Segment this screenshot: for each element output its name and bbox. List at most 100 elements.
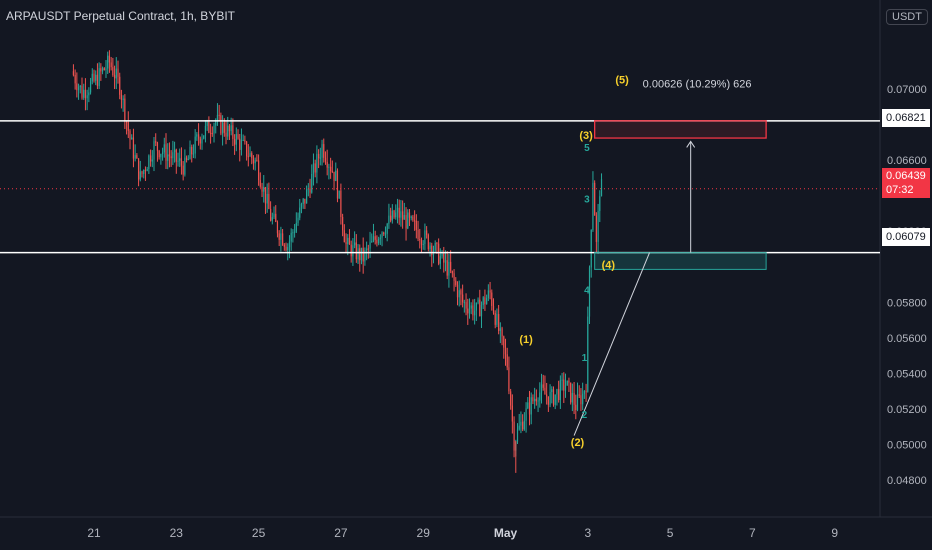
candle-body [201,138,203,144]
wave-label: (3) [579,130,593,142]
candle-body [496,314,498,325]
price-tick-label: 0.05000 [887,439,927,451]
candle-body [518,425,520,430]
candle-body [245,141,248,157]
candle-body [528,402,531,415]
candle-body [426,230,428,235]
candle-body [209,132,212,134]
candle-body [335,170,337,182]
candle-body [333,171,335,182]
candle-body [381,232,383,238]
candle-body [132,137,135,159]
candle-body [309,188,311,193]
candle-body [355,242,357,260]
candle-body [525,408,527,421]
candle-body [558,389,560,400]
candle-body [359,248,361,261]
candle-body [249,153,251,157]
candle-body [582,393,584,405]
candle-body [98,68,100,87]
candle-body [371,240,373,243]
candle-body [391,210,393,221]
candle-body [379,237,381,239]
candle-body [532,397,534,402]
candle-body [384,233,387,235]
candle-body [594,182,596,216]
candle-body [220,115,222,134]
candle-body [436,243,438,245]
candle-body [503,336,505,348]
candle-body [376,239,378,244]
candle-body [383,232,385,234]
candle-body [295,223,297,232]
candle-body [101,68,104,72]
candle-body [287,247,289,251]
candle-body [235,134,237,145]
candle-body [259,180,261,187]
candle-body [542,384,544,388]
candle-body [77,87,80,91]
candle-body [374,236,376,240]
candle-body [537,400,539,402]
candle-body [283,244,285,247]
price-tick-label: 0.04800 [887,475,927,487]
candle-body [390,215,392,221]
candle-body [96,74,99,87]
candle-body [204,125,207,136]
candles [72,50,603,473]
sub-wave-label: 4 [584,285,590,296]
time-axis[interactable]: 21 23 25 27 29 May 3 5 7 9 [87,526,838,540]
upper-level-price-tag: 0.06821 [882,109,930,127]
candle-body [221,122,224,134]
candle-body [348,237,351,245]
currency-unit-badge[interactable]: USDT [886,9,928,25]
candle-body [206,121,208,126]
candle-body [482,297,484,306]
price-axis[interactable]: 0.070000.066000.062000.058000.056000.054… [887,84,927,487]
candle-body [590,230,592,268]
candle-body [184,157,186,175]
current-price-tag: 0.06439 07:32 [882,168,930,198]
candle-body [155,141,157,143]
candle-body [263,186,265,192]
candle-body [167,154,169,161]
candle-body [194,136,196,154]
candle-body [218,114,220,116]
candle-body [268,193,270,209]
candle-body [288,241,291,248]
candle-body [527,402,529,409]
candle-body [350,244,352,257]
candle-body [386,223,388,234]
candle-body [429,245,431,250]
entry-zone-box [594,252,767,270]
candle-body [125,121,128,123]
candle-body [91,73,93,82]
candle-body [501,328,503,337]
candle-body [434,243,436,251]
candle-body [417,229,419,240]
candle-body [398,207,400,218]
candle-body [247,156,249,158]
price-tick-label: 0.07000 [887,84,927,96]
candle-body [570,382,572,403]
candle-body [105,68,107,70]
candle-body [520,421,522,426]
candle-body [149,155,152,162]
candle-body [506,354,508,368]
candle-body [362,247,364,262]
candle-body [192,153,195,155]
candle-body [115,68,117,79]
candle-body [141,171,143,174]
candle-body [364,250,366,262]
candle-body [151,159,153,162]
candle-body [360,247,363,261]
candle-body [196,134,198,137]
candle-body [484,297,486,305]
candle-body [124,98,126,122]
candle-body [510,391,512,406]
candle-body [595,215,597,242]
candle-body [566,380,568,386]
sub-wave-label: 3 [584,195,590,206]
candle-body [297,217,299,224]
